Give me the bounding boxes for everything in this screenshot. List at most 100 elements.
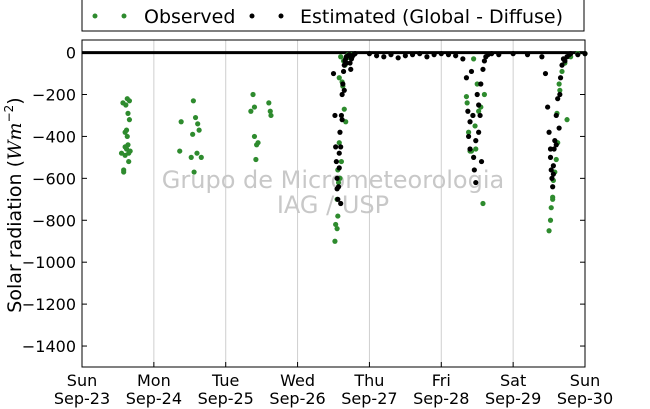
data-point [568, 51, 574, 57]
plot-area [82, 40, 585, 367]
data-point [474, 91, 480, 98]
data-point [333, 221, 339, 228]
data-point [445, 52, 452, 58]
data-point [409, 52, 416, 58]
data-point [476, 108, 482, 114]
x-tick-label-day: Thu [353, 371, 384, 390]
y-axis-label: Solar radiation (Wm−2) [2, 97, 26, 312]
data-point [557, 87, 563, 93]
data-point [333, 158, 339, 165]
data-point [481, 58, 487, 64]
y-tick-label: −1200 [22, 295, 76, 314]
data-point [480, 66, 486, 72]
data-point [336, 75, 342, 81]
data-point [549, 175, 555, 181]
watermark-line-1: Grupo de Micrometeorologia [162, 166, 504, 194]
y-tick-label: −200 [32, 86, 76, 105]
data-point [481, 91, 487, 98]
x-tick-label-date: Sep-24 [126, 389, 182, 408]
data-point [338, 144, 344, 150]
series-estimated [330, 51, 588, 207]
data-point [467, 146, 473, 152]
legend-estimated-marker [249, 13, 255, 19]
data-point [333, 144, 339, 150]
data-point [334, 226, 340, 232]
data-point [335, 213, 341, 219]
data-point [123, 127, 130, 133]
data-point [460, 56, 466, 62]
data-point [550, 184, 556, 190]
data-point [548, 205, 554, 211]
y-axis-label-text: Solar radiation ( [4, 160, 26, 313]
data-point [402, 53, 408, 59]
x-tick-label-day: Tue [211, 371, 239, 390]
data-point [381, 54, 387, 60]
data-point [438, 51, 444, 57]
data-point [248, 108, 254, 114]
x-tick-label-date: Sep-26 [269, 389, 325, 408]
data-point [347, 60, 353, 66]
data-point [550, 171, 556, 177]
data-point [126, 98, 133, 104]
data-point [465, 133, 472, 140]
data-point [334, 186, 340, 192]
x-tick-label-date: Sep-25 [198, 389, 254, 408]
x-tick-label-day: Sat [500, 371, 526, 390]
data-point [473, 138, 479, 144]
data-point [125, 142, 131, 148]
data-point [126, 158, 132, 165]
data-point [127, 148, 133, 154]
watermark-line-2: IAG / USP [277, 191, 389, 219]
x-tick-label-date: Sep-23 [54, 389, 110, 408]
data-point [510, 51, 516, 57]
data-point [177, 148, 183, 154]
data-point [470, 112, 476, 119]
x-tick-label-date: Sep-30 [557, 389, 613, 408]
legend-observed-label: Observed [144, 6, 235, 28]
data-point [465, 108, 471, 114]
grid-lines [153, 40, 514, 367]
data-point [335, 179, 342, 186]
legend-observed-marker [121, 13, 127, 19]
data-point [348, 66, 354, 72]
data-point [336, 140, 342, 146]
data-point [556, 81, 562, 87]
y-tick-label: −1000 [22, 253, 76, 272]
data-point [547, 217, 554, 223]
data-point [124, 133, 130, 140]
data-point [474, 81, 480, 87]
data-point [123, 102, 129, 108]
data-point [250, 91, 256, 98]
data-point [547, 154, 554, 160]
legend: Observed Estimated (Global - Diffuse) [81, 0, 585, 32]
data-point [473, 179, 479, 186]
legend-observed-marker [92, 13, 98, 19]
data-point [546, 129, 552, 135]
data-point [562, 58, 568, 64]
data-point [496, 52, 502, 58]
x-tick-label-date: Sep-29 [485, 389, 541, 408]
data-point [335, 196, 341, 202]
data-point [550, 163, 556, 169]
data-point [122, 152, 128, 158]
data-point [555, 96, 561, 102]
data-point [417, 51, 423, 57]
data-point [178, 119, 184, 125]
data-point [121, 169, 127, 175]
data-point [472, 123, 478, 129]
data-point [547, 146, 554, 152]
data-point [336, 165, 342, 171]
data-point [465, 129, 472, 135]
data-point [557, 75, 564, 81]
data-point [539, 54, 545, 60]
data-point [188, 154, 194, 160]
data-point [548, 167, 554, 173]
data-point [552, 138, 558, 144]
data-point [471, 167, 477, 173]
data-point [194, 150, 200, 156]
data-point [339, 117, 345, 123]
data-point [251, 133, 258, 140]
y-tick-label: −1400 [22, 337, 76, 356]
data-point [192, 114, 199, 121]
